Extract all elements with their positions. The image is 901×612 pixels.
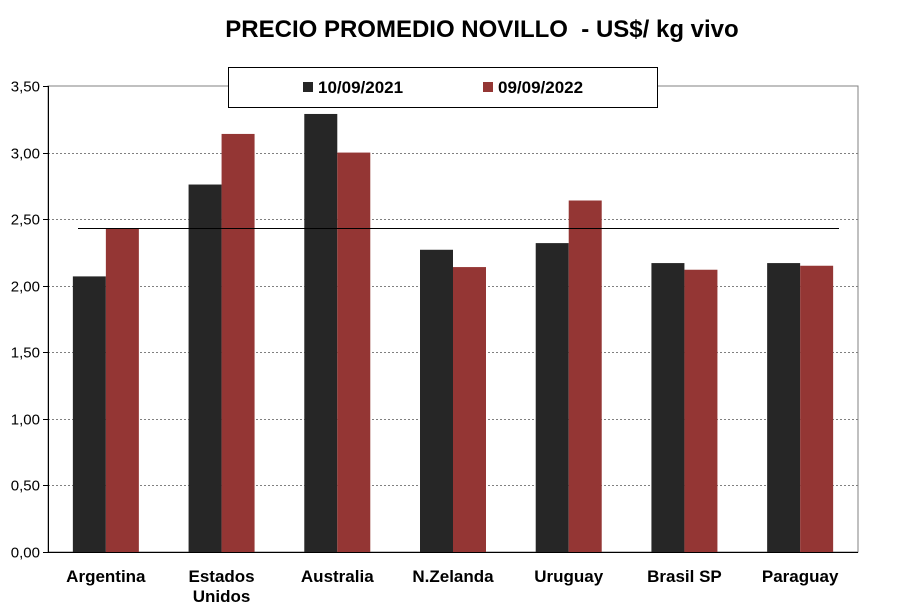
x-tick-label: Brasil SP bbox=[647, 567, 722, 586]
x-tick-label: Uruguay bbox=[534, 567, 604, 586]
bar bbox=[72, 276, 106, 552]
x-tick-label: Paraguay bbox=[762, 567, 839, 586]
bar bbox=[453, 267, 486, 552]
legend-swatch bbox=[483, 82, 493, 92]
bar bbox=[767, 263, 801, 552]
legend-label: 10/09/2021 bbox=[318, 78, 403, 97]
legend-box bbox=[228, 67, 658, 108]
y-tick-label: 1,00 bbox=[11, 412, 40, 429]
x-tick-label: Unidos bbox=[193, 587, 251, 606]
chart-title: PRECIO PROMEDIO NOVILLO - US$/ kg vivo bbox=[225, 16, 738, 43]
y-tick-label: 0,00 bbox=[11, 545, 40, 562]
bar bbox=[420, 249, 453, 552]
bar bbox=[684, 269, 718, 552]
y-tick-label: 3,00 bbox=[11, 146, 40, 163]
bar bbox=[651, 263, 685, 552]
bar bbox=[188, 184, 222, 553]
bar bbox=[568, 200, 602, 552]
bar bbox=[105, 228, 139, 552]
x-tick-label: Estados bbox=[189, 567, 255, 586]
y-tick-label: 2,00 bbox=[11, 279, 40, 296]
legend: 10/09/2021 09/09/2022 bbox=[228, 67, 658, 108]
y-axis: 0,00 0,50 1,00 1,50 2,00 2,50 3,00 3,50 bbox=[11, 79, 49, 562]
x-tick-label: Argentina bbox=[66, 567, 146, 586]
legend-swatch bbox=[303, 82, 313, 92]
y-tick-label: 2,50 bbox=[11, 212, 40, 229]
bar bbox=[337, 152, 371, 553]
bar bbox=[800, 265, 834, 552]
legend-label: 09/09/2022 bbox=[498, 78, 583, 97]
x-tick-label: N.Zelanda bbox=[412, 567, 494, 586]
x-tick-label: Australia bbox=[301, 567, 374, 586]
y-tick-label: 3,50 bbox=[11, 79, 40, 96]
bar bbox=[535, 243, 569, 552]
bars bbox=[72, 113, 834, 553]
bar bbox=[221, 133, 255, 552]
y-tick-label: 0,50 bbox=[11, 478, 40, 495]
bar bbox=[304, 113, 338, 553]
y-tick-label: 1,50 bbox=[11, 345, 40, 362]
